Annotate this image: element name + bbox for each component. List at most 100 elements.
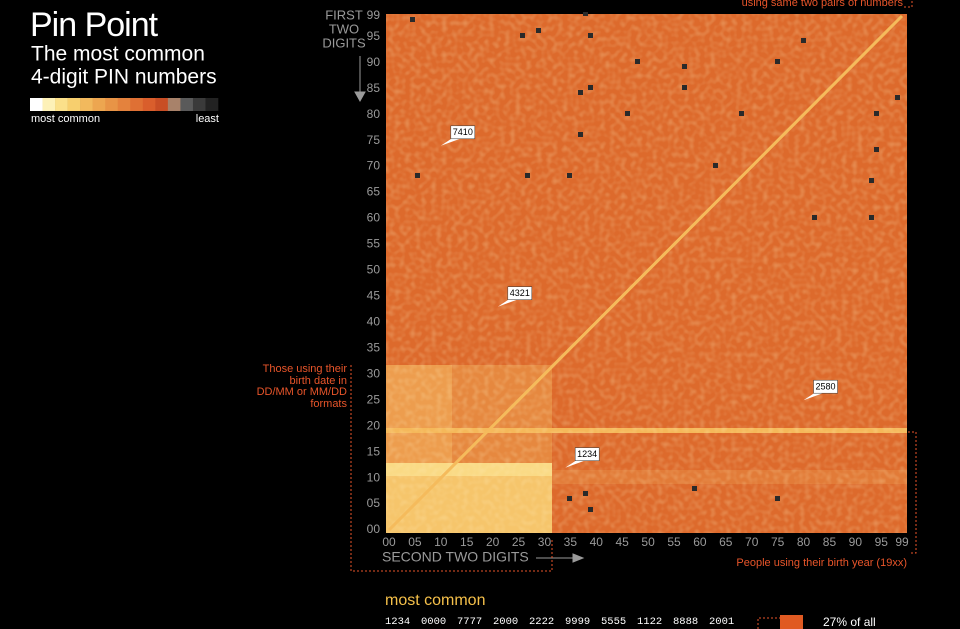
pin: 2000 (493, 616, 518, 628)
legend-swatch (105, 98, 119, 111)
callouts: 7410 4321 2580 1234 (440, 125, 838, 468)
x-tick-label: 40 (590, 535, 604, 549)
legend-swatch (30, 98, 43, 111)
legend-swatch (130, 98, 144, 111)
callout-box (813, 379, 838, 394)
legend-swatch (180, 98, 194, 111)
y-tick-label: 85 (367, 81, 381, 95)
y-tick-label: 75 (367, 133, 381, 147)
y-tick-label: 20 (367, 418, 381, 432)
x-tick-label: 90 (849, 535, 863, 549)
legend-swatch (117, 98, 131, 111)
legend-swatch (42, 98, 56, 111)
y-tick-label: 90 (367, 55, 381, 69)
y-tick-label: 35 (367, 340, 381, 354)
y-axis: 00 05 10 15 20 25 30 35 40 45 50 55 60 65 70 75 80 85 90 95… (367, 8, 381, 536)
legend-swatch (167, 98, 181, 111)
callout-box (574, 447, 600, 461)
x-tick-label: 30 (538, 535, 552, 549)
pin: 1122 (637, 616, 662, 628)
callout-pointer (803, 392, 826, 401)
legend-swatch (205, 98, 219, 111)
subtitle: The most common (31, 43, 205, 66)
annotation: birth date in (290, 375, 347, 387)
annotation: formats (310, 398, 347, 410)
x-tick-label: 75 (771, 535, 785, 549)
pin: 8888 (673, 616, 698, 628)
y-axis-title: FIRST (325, 7, 363, 22)
callout-pointer (497, 298, 520, 307)
x-tick-label: 80 (797, 535, 811, 549)
x-axis: 00 05 10 15 20 25 30 35 40 45 50 55 60 65 70 75 80 85 90 95… (382, 535, 909, 549)
pin: 2222 (529, 616, 554, 628)
annotation: People using their birth year (19xx) (736, 557, 907, 569)
dark-cells (410, 12, 900, 512)
legend (30, 98, 219, 111)
y-tick-label: 25 (367, 392, 381, 406)
subtitle: 4-digit PIN numbers (31, 66, 217, 89)
arrow (354, 56, 366, 103)
legend-label: least (196, 113, 219, 125)
x-tick-label: 85 (823, 535, 837, 549)
legend-label: most common (31, 113, 100, 125)
x-tick-label: 45 (616, 535, 630, 549)
x-tick-label: 00 (382, 535, 396, 549)
x-tick-label: 50 (641, 535, 655, 549)
y-tick-label: 15 (367, 444, 381, 458)
repeat-diagonal (387, 14, 904, 532)
callout-label: 4321 (510, 288, 530, 298)
share-swatch (780, 615, 803, 629)
annotation: using same two pairs of numbers (742, 0, 904, 9)
x-tick-label: 70 (745, 535, 759, 549)
x-axis-title: SECOND TWO DIGITS (382, 549, 529, 565)
y-axis-title: DIGITS (322, 35, 366, 50)
callout-label: 2580 (816, 382, 836, 392)
legend-swatch (67, 98, 81, 111)
callout-pointer (440, 137, 463, 146)
callout-label: 1234 (577, 449, 597, 459)
x-tick-label: 65 (719, 535, 733, 549)
y-tick-label: 95 (367, 29, 381, 43)
x-tick-label: 10 (434, 535, 448, 549)
y-tick-label: 05 (367, 496, 381, 510)
y-tick-label: 45 (367, 289, 381, 303)
y-tick-label: 00 (367, 522, 381, 536)
y-tick-label: 65 (367, 185, 381, 199)
share-label: 27% of all (823, 615, 876, 629)
y-tick-label: 80 (367, 107, 381, 121)
pin: 1234 (385, 616, 410, 628)
y-tick-label: 10 (367, 470, 381, 484)
callout-label: 7410 (453, 127, 473, 137)
legend-swatch (142, 98, 156, 111)
x-tick-label: 20 (486, 535, 500, 549)
x-tick-label: 95 (875, 535, 889, 549)
y-tick-label: 50 (367, 263, 381, 277)
pin-list: 1234 0000 7777 2000 2222 9999 5555 1122 8888 2001 (385, 616, 734, 628)
callout-pointer (565, 459, 588, 468)
callout-box (450, 125, 476, 140)
legend-swatch (80, 98, 93, 111)
y-tick-label: 40 (367, 314, 381, 328)
x-tick-label: 05 (408, 535, 422, 549)
legend-swatch (155, 98, 169, 111)
x-tick-label: 60 (693, 535, 707, 549)
x-tick-label: 55 (667, 535, 681, 549)
y-tick-label: 99 (367, 8, 381, 22)
annotation: Those using their (263, 363, 348, 375)
y-axis-title: TWO (329, 21, 359, 36)
x-tick-label: 15 (460, 535, 474, 549)
x-tick-label: 35 (564, 535, 578, 549)
heatmap (386, 12, 907, 533)
pin: 2001 (709, 616, 734, 628)
annotation-bracket (904, 0, 913, 8)
callout-box (507, 286, 533, 300)
legend-swatch (92, 98, 106, 111)
title: Pin Point (30, 6, 159, 44)
y-tick-label: 30 (367, 366, 381, 380)
x-tick-label: 99 (895, 535, 909, 549)
pin: 7777 (457, 616, 482, 628)
bracket (757, 617, 780, 629)
y-tick-label: 60 (367, 211, 381, 225)
annotation-bracket (908, 431, 917, 554)
